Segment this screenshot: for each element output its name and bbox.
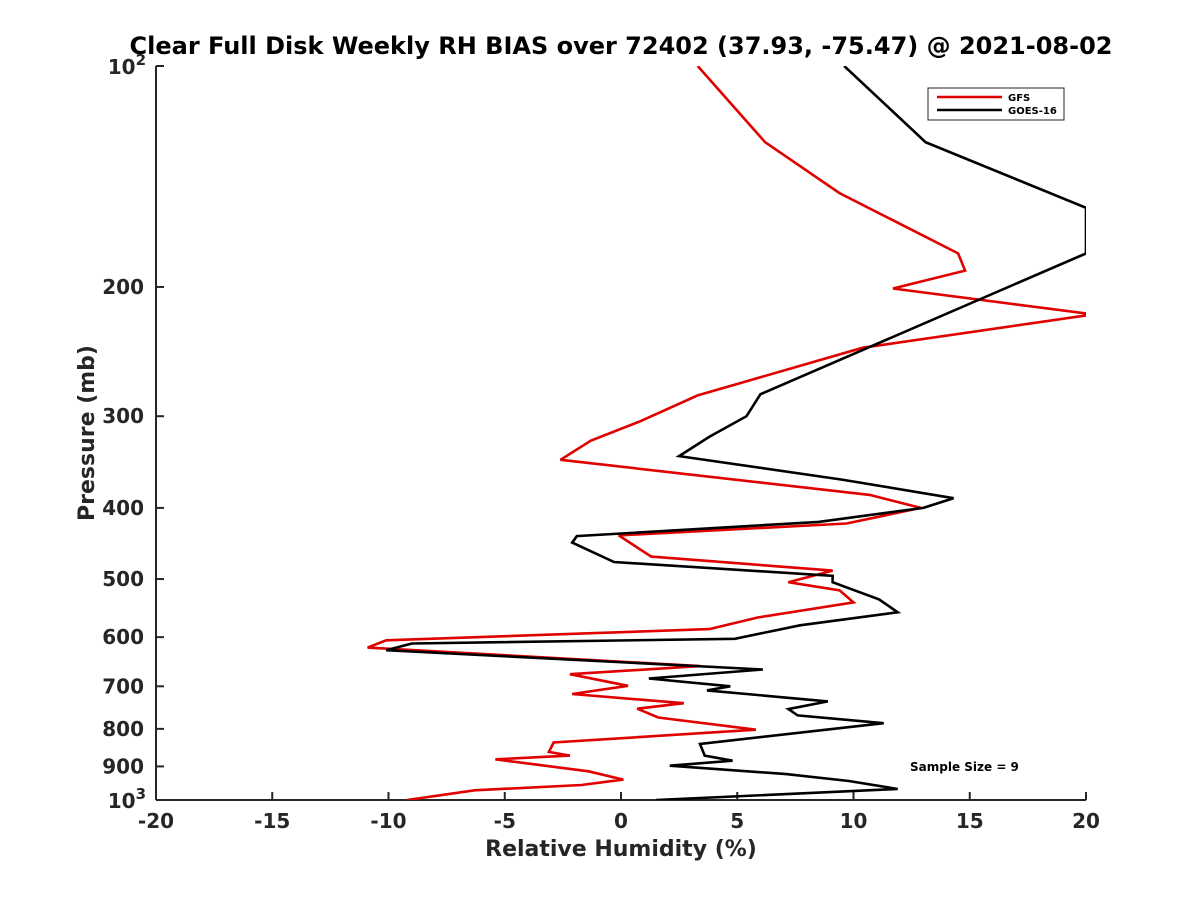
y-tick-label: 700 <box>102 674 144 698</box>
x-tick-label: 10 <box>840 809 868 833</box>
legend: GFS GOES-16 <box>927 87 1065 121</box>
series-line-goes-16 <box>385 66 1086 800</box>
y-tick-label: 600 <box>102 625 144 649</box>
x-tick-label: -10 <box>370 809 406 833</box>
x-tick-label: 15 <box>956 809 984 833</box>
y-tick-label: 102 <box>108 51 146 79</box>
y-tick-label: 103 <box>108 785 146 813</box>
y-tick-base: 10 <box>108 55 136 79</box>
y-tick-label: 500 <box>102 567 144 591</box>
sample-size-annotation: Sample Size = 9 <box>910 760 1019 774</box>
x-tick-label: 20 <box>1072 809 1100 833</box>
x-axis-label: Relative Humidity (%) <box>485 837 757 862</box>
y-tick-exponent: 3 <box>136 785 146 803</box>
y-tick-label: 200 <box>102 275 144 299</box>
x-tick-label: -15 <box>254 809 290 833</box>
x-tick-label: -20 <box>138 809 174 833</box>
series-lines <box>367 66 1086 800</box>
legend-label-goes-16: GOES-16 <box>1008 106 1057 117</box>
x-tick-label: 0 <box>614 809 628 833</box>
series-line-gfs <box>367 66 1086 800</box>
y-tick-exponent: 2 <box>136 51 146 69</box>
x-tick-label: 5 <box>730 809 744 833</box>
y-tick-base: 10 <box>108 789 136 813</box>
x-axis-ticks: -20 -15 -10 -5 0 5 10 15 20 <box>138 792 1100 833</box>
y-tick-label: 800 <box>102 717 144 741</box>
y-axis-label: Pressure (mb) <box>75 345 100 521</box>
y-tick-label: 300 <box>102 404 144 428</box>
legend-box <box>927 87 1065 121</box>
chart-title: Clear Full Disk Weekly RH BIAS over 7240… <box>130 32 1113 60</box>
y-tick-label: 900 <box>102 754 144 778</box>
x-tick-label: -5 <box>494 809 516 833</box>
y-tick-label: 400 <box>102 496 144 520</box>
legend-label-gfs: GFS <box>1008 93 1030 104</box>
